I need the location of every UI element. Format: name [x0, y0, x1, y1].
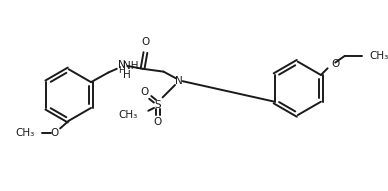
- Text: N: N: [118, 60, 125, 70]
- Text: O: O: [141, 37, 149, 47]
- Text: O: O: [140, 87, 149, 97]
- Text: H: H: [118, 66, 125, 75]
- Text: NH: NH: [123, 61, 138, 71]
- Text: S: S: [154, 100, 161, 110]
- Text: CH₃: CH₃: [370, 51, 388, 61]
- Text: O: O: [50, 128, 59, 138]
- Text: H: H: [123, 70, 130, 80]
- Text: CH₃: CH₃: [15, 128, 35, 138]
- Text: N: N: [175, 76, 183, 86]
- Text: O: O: [154, 117, 162, 127]
- Text: CH₃: CH₃: [119, 110, 138, 120]
- Text: O: O: [331, 59, 340, 70]
